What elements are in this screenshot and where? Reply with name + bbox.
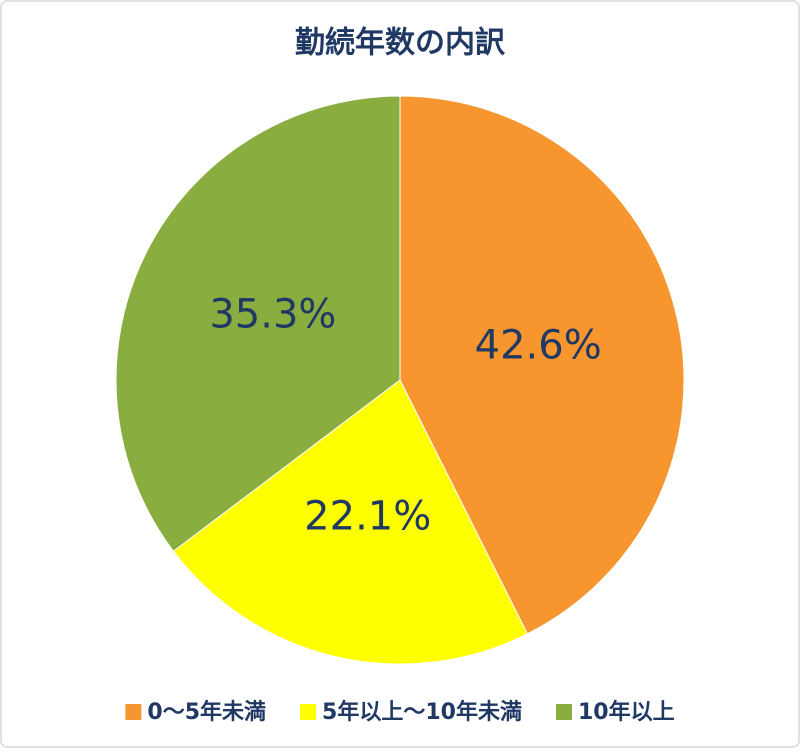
legend: 0～5年未満 5年以上～10年未満 10年以上 [125, 699, 675, 725]
legend-item: 0～5年未満 [125, 699, 266, 725]
data-labels: 42.6% 22.1% 35.3% [209, 292, 601, 540]
data-label: 22.1% [304, 493, 431, 539]
data-label: 35.3% [209, 292, 336, 338]
pie-slice [399, 95, 685, 635]
legend-label: 10年以上 [578, 699, 675, 725]
legend-swatch [300, 704, 317, 720]
legend-item: 10年以上 [555, 699, 675, 725]
legend-item: 5年以上～10年未満 [300, 699, 522, 725]
pie-slice [115, 95, 401, 552]
chart-title: 勤続年数の内訳 [295, 26, 506, 61]
legend-swatch [125, 704, 142, 720]
data-label: 42.6% [475, 322, 602, 368]
pie [115, 95, 685, 665]
pie-slice [172, 379, 529, 665]
legend-label: 5年以上～10年未満 [322, 699, 522, 725]
legend-swatch [555, 704, 572, 720]
legend-label: 0～5年未満 [147, 699, 266, 725]
